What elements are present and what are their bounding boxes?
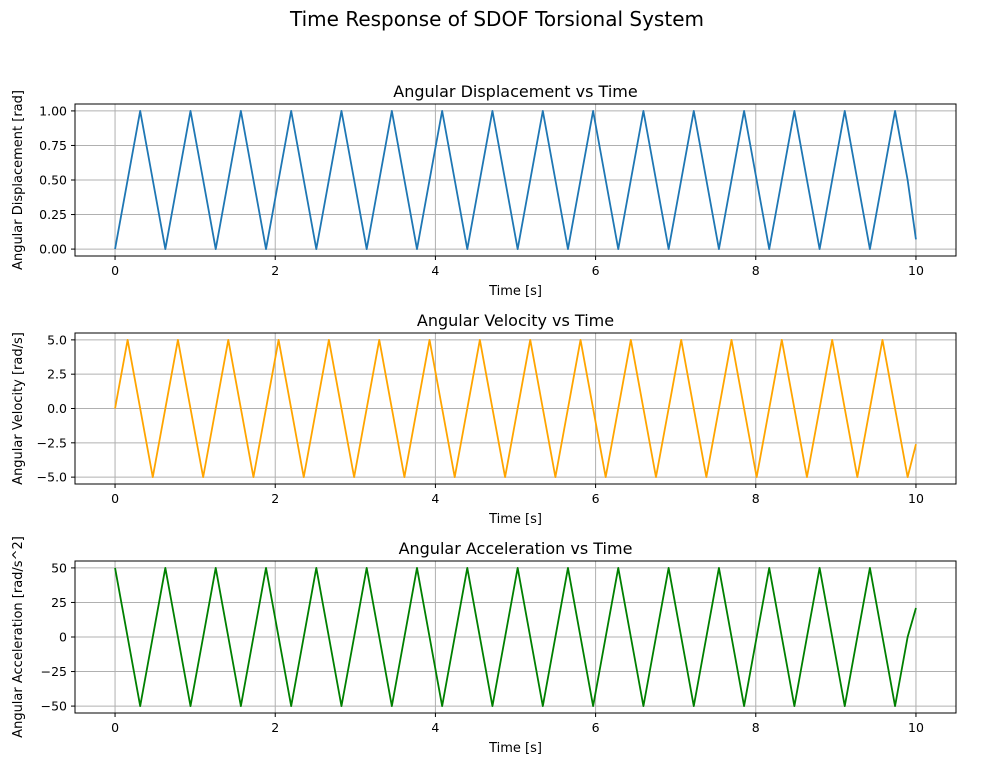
y-tick-label: −5.0 xyxy=(37,470,67,485)
x-tick-label: 8 xyxy=(752,491,760,506)
y-tick-label: −50 xyxy=(41,699,67,714)
series-line xyxy=(114,567,917,707)
subplot-title: Angular Displacement vs Time xyxy=(393,82,637,101)
series-line xyxy=(114,110,917,250)
x-tick-label: 8 xyxy=(752,720,760,735)
x-tick-label: 6 xyxy=(592,491,600,506)
y-axis-label: Angular Velocity [rad/s] xyxy=(11,332,26,485)
y-tick-label: 0.50 xyxy=(39,173,67,188)
x-tick-label: 4 xyxy=(431,263,439,278)
y-tick-label: −25 xyxy=(41,664,67,679)
subplot-1: 0 2 4 6 8 10 0.00 0.25 0.50 0.75 1.00 Angular Displ… xyxy=(11,82,957,299)
y-axis-label: Angular Displacement [rad] xyxy=(11,90,26,270)
subplot-3: 0 2 4 6 8 10 −50 −25 0 25 50 Angular Acceleration v… xyxy=(11,536,957,756)
y-tick-label: −2.5 xyxy=(37,435,67,450)
x-axis-label: Time [s] xyxy=(488,741,542,756)
y-tick-label: 0.00 xyxy=(39,242,67,257)
x-tick-label: 0 xyxy=(111,491,119,506)
x-tick-label: 0 xyxy=(111,720,119,735)
figure-title: Time Response of SDOF Torsional System xyxy=(289,7,704,31)
y-tick-label: 0.25 xyxy=(39,207,67,222)
x-tick-label: 8 xyxy=(752,263,760,278)
x-tick-label: 2 xyxy=(271,263,279,278)
y-tick-label: 25 xyxy=(51,595,67,610)
y-axis-label: Angular Acceleration [rad/s^2] xyxy=(11,536,26,738)
y-tick-label: 5.0 xyxy=(47,332,67,347)
subplot-2: 0 2 4 6 8 10 −5.0 −2.5 0.0 2.5 5.0 Angular Velocity… xyxy=(11,311,957,527)
x-tick-label: 10 xyxy=(908,491,924,506)
x-tick-label: 10 xyxy=(908,720,924,735)
series-line xyxy=(114,338,917,479)
y-tick-label: 0.75 xyxy=(39,138,67,153)
x-tick-label: 2 xyxy=(271,720,279,735)
subplot-title: Angular Velocity vs Time xyxy=(417,311,614,330)
y-tick-label: 1.00 xyxy=(39,103,67,118)
x-tick-label: 2 xyxy=(271,491,279,506)
y-tick-label: 0 xyxy=(59,630,67,645)
y-tick-label: 50 xyxy=(51,560,67,575)
x-tick-label: 10 xyxy=(908,263,924,278)
x-tick-label: 6 xyxy=(592,263,600,278)
subplot-title: Angular Acceleration vs Time xyxy=(399,539,633,558)
x-axis-label: Time [s] xyxy=(488,512,542,527)
x-tick-label: 6 xyxy=(592,720,600,735)
y-tick-label: 0.0 xyxy=(47,401,67,416)
x-tick-label: 4 xyxy=(431,720,439,735)
x-tick-label: 4 xyxy=(431,491,439,506)
y-tick-label: 2.5 xyxy=(47,367,67,382)
x-axis-label: Time [s] xyxy=(488,284,542,299)
x-tick-label: 0 xyxy=(111,263,119,278)
